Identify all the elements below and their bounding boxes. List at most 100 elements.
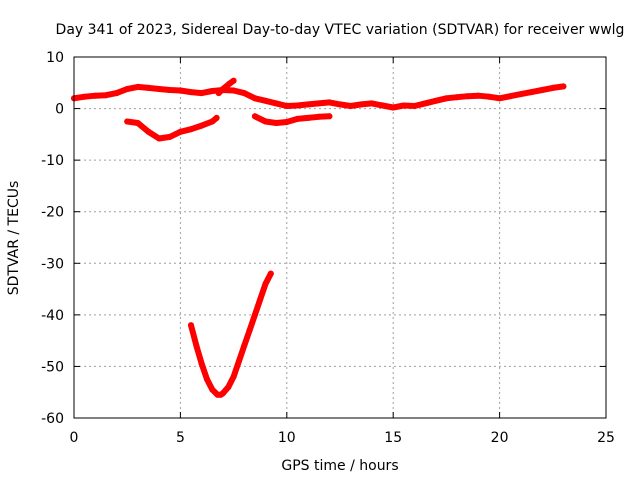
y-axis-label: SDTVAR / TECUs bbox=[6, 181, 22, 296]
x-axis-label: GPS time / hours bbox=[281, 458, 398, 474]
data-point bbox=[432, 97, 439, 104]
data-point bbox=[262, 97, 269, 104]
data-point bbox=[235, 358, 242, 365]
data-point bbox=[251, 113, 258, 120]
plot-frame bbox=[73, 56, 607, 419]
data-point bbox=[379, 102, 386, 109]
data-point bbox=[241, 342, 248, 349]
data-point bbox=[294, 115, 301, 122]
data-point bbox=[188, 89, 194, 96]
data-point bbox=[145, 128, 152, 135]
data-point bbox=[204, 376, 210, 383]
data-point bbox=[454, 94, 460, 101]
data-point bbox=[226, 80, 233, 87]
data-point bbox=[315, 113, 322, 120]
grid bbox=[74, 57, 606, 418]
data-point bbox=[246, 327, 253, 334]
data-point bbox=[347, 103, 354, 109]
data-point bbox=[549, 84, 556, 91]
data-point bbox=[443, 95, 450, 102]
data-point bbox=[560, 83, 567, 90]
x-tick-label: 10 bbox=[278, 430, 296, 446]
data-point bbox=[273, 120, 280, 126]
series-arc-early-dip bbox=[124, 114, 220, 142]
data-point bbox=[209, 118, 216, 125]
data-point bbox=[294, 102, 301, 109]
data-point bbox=[305, 114, 312, 121]
data-point bbox=[337, 101, 343, 108]
data-point bbox=[177, 128, 184, 135]
data-point bbox=[134, 83, 141, 90]
data-point bbox=[283, 103, 290, 109]
y-tick-label: 10 bbox=[46, 50, 64, 66]
x-tick-label: 15 bbox=[384, 430, 402, 446]
data-point bbox=[230, 87, 237, 94]
data-point bbox=[81, 93, 88, 100]
data-point bbox=[315, 100, 322, 107]
data-point bbox=[517, 91, 524, 98]
data-point bbox=[257, 296, 264, 303]
data-point bbox=[134, 120, 141, 126]
data-point bbox=[283, 119, 290, 125]
data-point bbox=[422, 100, 429, 107]
data-point bbox=[305, 101, 312, 108]
data-point bbox=[262, 118, 269, 125]
data-point bbox=[326, 113, 333, 120]
data-point bbox=[528, 89, 535, 96]
data-point bbox=[358, 101, 365, 108]
x-tick-label: 20 bbox=[491, 430, 509, 446]
data-point bbox=[267, 270, 274, 277]
data-point bbox=[145, 84, 152, 91]
data-point bbox=[156, 135, 163, 142]
data-point bbox=[368, 100, 375, 107]
x-tick-label: 0 bbox=[70, 430, 79, 446]
y-tick-label: -30 bbox=[41, 256, 64, 272]
data-point bbox=[198, 122, 205, 129]
data-point bbox=[241, 90, 248, 97]
data-point bbox=[230, 373, 237, 380]
data-point bbox=[475, 92, 482, 99]
data-point bbox=[539, 87, 546, 93]
data-point bbox=[390, 104, 397, 111]
data-point bbox=[124, 118, 131, 125]
data-point bbox=[209, 88, 216, 94]
y-tick-label: -10 bbox=[41, 153, 64, 169]
data-point bbox=[507, 93, 514, 100]
data-point bbox=[326, 99, 333, 106]
data-point bbox=[220, 390, 226, 397]
data-point bbox=[113, 90, 120, 97]
data-point bbox=[166, 133, 173, 140]
data-point bbox=[124, 86, 131, 92]
data-point bbox=[496, 95, 503, 102]
y-tick-label: -50 bbox=[41, 359, 64, 375]
data-point bbox=[213, 114, 220, 121]
data-point bbox=[400, 102, 407, 109]
data-point bbox=[177, 87, 184, 94]
y-tick-label: -20 bbox=[41, 205, 64, 221]
data-point bbox=[262, 280, 269, 287]
y-tick-label: -60 bbox=[41, 411, 64, 427]
data-point bbox=[215, 90, 222, 97]
data-point bbox=[230, 77, 237, 84]
x-tick-label: 25 bbox=[597, 430, 615, 446]
x-tick-label: 5 bbox=[176, 430, 185, 446]
data-point bbox=[411, 103, 418, 109]
data-point bbox=[251, 95, 258, 102]
data-point bbox=[156, 86, 163, 92]
data-point bbox=[273, 100, 280, 107]
data-point bbox=[188, 126, 194, 133]
y-axis-ticks: -60 -50 -40 -30 -20 -10 0 10 bbox=[41, 50, 606, 427]
data-point bbox=[102, 92, 109, 99]
data-point bbox=[464, 93, 471, 100]
data-point bbox=[225, 384, 232, 391]
y-tick-label: -40 bbox=[41, 308, 64, 324]
data-point bbox=[209, 386, 216, 393]
data-point bbox=[166, 87, 173, 93]
data-point bbox=[188, 322, 194, 329]
x-axis-ticks: 0 5 10 15 20 25 bbox=[70, 57, 615, 446]
data-point bbox=[220, 86, 226, 92]
data-point bbox=[198, 360, 205, 367]
data-point bbox=[193, 342, 200, 349]
chart-title: Day 341 of 2023, Sidereal Day-to-day VTE… bbox=[56, 22, 625, 38]
